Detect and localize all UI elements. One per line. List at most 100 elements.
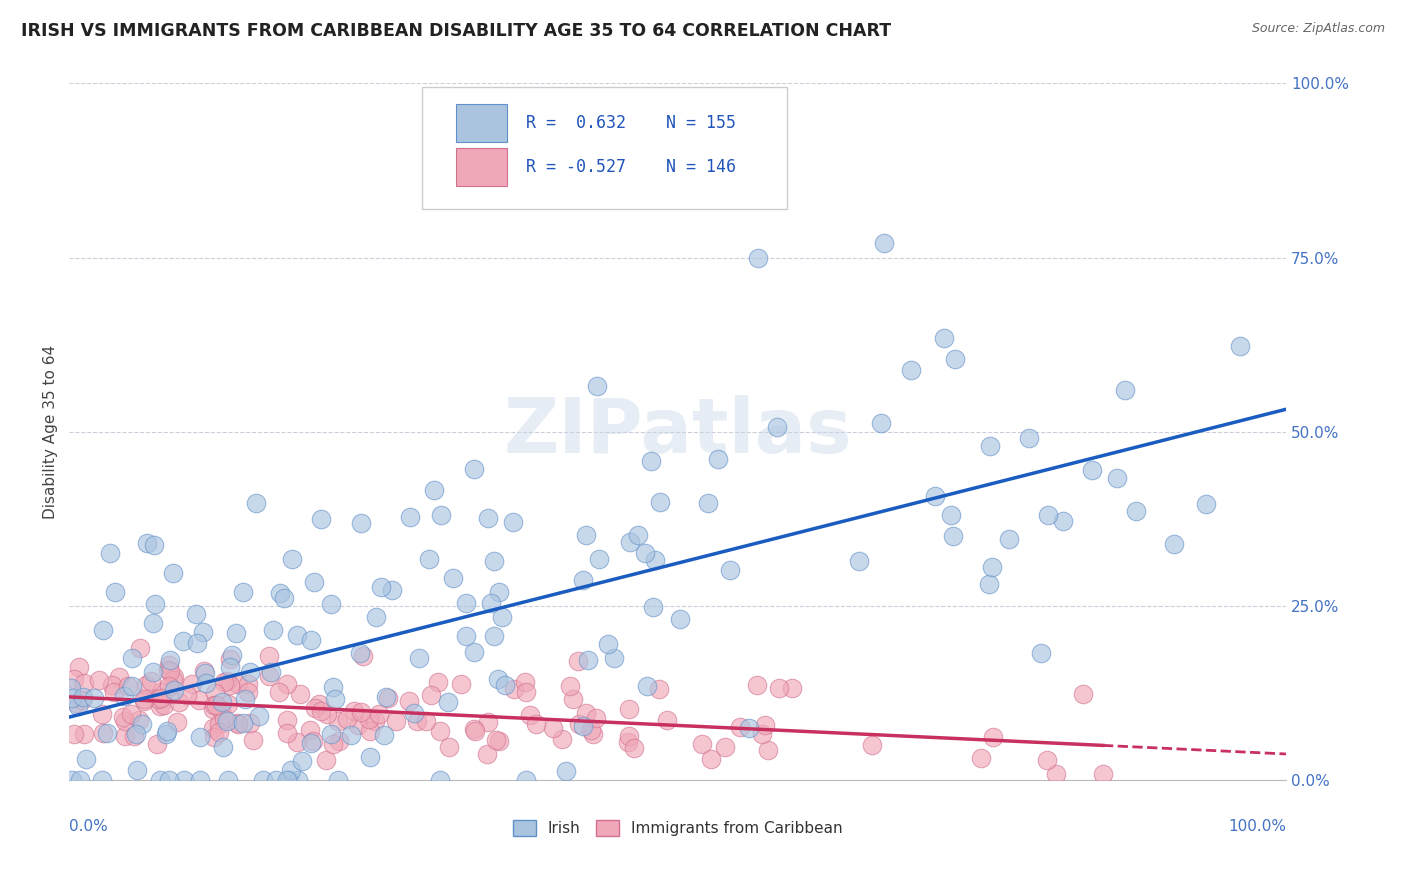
- Point: [301, 736, 323, 750]
- Point: [585, 711, 607, 725]
- Point: [308, 697, 330, 711]
- Point: [441, 571, 464, 585]
- Point: [463, 722, 485, 736]
- Point: [643, 599, 665, 614]
- Point: [129, 641, 152, 656]
- Point: [226, 677, 249, 691]
- Point: [932, 331, 955, 345]
- Point: [298, 723, 321, 737]
- Point: [67, 660, 90, 674]
- Point: [488, 585, 510, 599]
- Point: [550, 732, 572, 747]
- Point: [415, 714, 437, 728]
- Point: [125, 764, 148, 778]
- Point: [524, 716, 547, 731]
- Point: [502, 681, 524, 696]
- Point: [575, 528, 598, 542]
- Point: [136, 536, 159, 550]
- Point: [423, 483, 446, 497]
- Point: [142, 538, 165, 552]
- Point: [502, 515, 524, 529]
- Point: [285, 628, 308, 642]
- Point: [747, 251, 769, 265]
- Point: [579, 723, 602, 737]
- Point: [149, 685, 172, 699]
- Point: [657, 713, 679, 727]
- Point: [436, 694, 458, 708]
- Point: [515, 684, 537, 698]
- Point: [73, 727, 96, 741]
- Point: [204, 686, 226, 700]
- Point: [66, 698, 89, 713]
- Point: [134, 692, 156, 706]
- Point: [65, 697, 87, 711]
- Point: [104, 585, 127, 599]
- Point: [1029, 646, 1052, 660]
- Point: [699, 752, 721, 766]
- Point: [519, 707, 541, 722]
- Point: [188, 693, 211, 707]
- Point: [1036, 753, 1059, 767]
- Point: [131, 717, 153, 731]
- Point: [280, 763, 302, 777]
- Point: [191, 625, 214, 640]
- Point: [208, 724, 231, 739]
- Point: [515, 773, 537, 788]
- Point: [588, 551, 610, 566]
- Point: [146, 737, 169, 751]
- Point: [135, 678, 157, 692]
- Point: [280, 552, 302, 566]
- Point: [979, 439, 1001, 453]
- Point: [488, 673, 510, 687]
- Point: [370, 580, 392, 594]
- Point: [479, 596, 502, 610]
- Point: [322, 680, 344, 694]
- Point: [111, 709, 134, 723]
- Point: [359, 749, 381, 764]
- Point: [212, 740, 235, 755]
- Point: [201, 721, 224, 735]
- Point: [276, 713, 298, 727]
- Point: [202, 730, 225, 744]
- Point: [427, 675, 450, 690]
- Point: [558, 679, 581, 693]
- Point: [981, 730, 1004, 744]
- Point: [603, 650, 626, 665]
- Point: [780, 681, 803, 696]
- Point: [437, 739, 460, 754]
- Point: [63, 727, 86, 741]
- Point: [83, 690, 105, 705]
- Point: [359, 712, 381, 726]
- Point: [567, 654, 589, 668]
- Point: [217, 714, 239, 728]
- Point: [697, 496, 720, 510]
- Point: [924, 489, 946, 503]
- Point: [627, 528, 650, 542]
- Point: [163, 683, 186, 698]
- Point: [217, 673, 239, 688]
- Point: [142, 615, 165, 630]
- Point: [245, 496, 267, 510]
- Point: [328, 734, 350, 748]
- Point: [756, 743, 779, 757]
- Point: [572, 574, 595, 588]
- Point: [998, 532, 1021, 546]
- Point: [491, 610, 513, 624]
- Point: [1018, 431, 1040, 445]
- Point: [149, 699, 172, 714]
- Point: [121, 680, 143, 694]
- Point: [450, 677, 472, 691]
- Point: [162, 566, 184, 581]
- Point: [347, 718, 370, 732]
- Point: [184, 607, 207, 621]
- Text: 100.0%: 100.0%: [1227, 819, 1286, 834]
- Point: [212, 675, 235, 690]
- Point: [287, 773, 309, 788]
- Point: [114, 714, 136, 728]
- Point: [204, 698, 226, 713]
- Text: IRISH VS IMMIGRANTS FROM CARIBBEAN DISABILITY AGE 35 TO 64 CORRELATION CHART: IRISH VS IMMIGRANTS FROM CARIBBEAN DISAB…: [21, 22, 891, 40]
- Point: [477, 511, 499, 525]
- Point: [636, 679, 658, 693]
- FancyBboxPatch shape: [422, 87, 787, 209]
- Point: [103, 685, 125, 699]
